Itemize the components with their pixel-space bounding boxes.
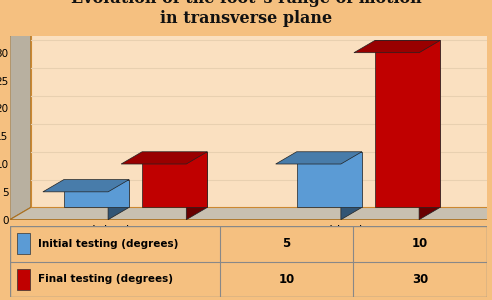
Text: 10: 10	[278, 273, 295, 286]
Bar	[64, 180, 129, 207]
Text: Final testing (degrees): Final testing (degrees)	[37, 274, 173, 284]
Bar	[17, 268, 31, 290]
Polygon shape	[419, 40, 440, 220]
Bar	[142, 152, 207, 207]
Bar	[17, 233, 31, 254]
Polygon shape	[10, 207, 492, 220]
Text: Evolution of the foot`s range of motion
in transverse plane: Evolution of the foot`s range of motion …	[71, 0, 421, 27]
Polygon shape	[10, 24, 31, 220]
Polygon shape	[354, 40, 440, 53]
Text: 10: 10	[412, 237, 429, 250]
FancyBboxPatch shape	[10, 226, 487, 297]
Text: 5: 5	[282, 237, 291, 250]
Polygon shape	[276, 152, 362, 164]
Polygon shape	[121, 152, 207, 164]
Bar	[375, 40, 440, 207]
Text: 30: 30	[412, 273, 429, 286]
Polygon shape	[108, 180, 129, 220]
Polygon shape	[43, 180, 129, 192]
Polygon shape	[341, 152, 362, 220]
Bar	[297, 152, 362, 207]
Polygon shape	[186, 152, 207, 220]
Text: Initial testing (degrees): Initial testing (degrees)	[37, 239, 178, 249]
